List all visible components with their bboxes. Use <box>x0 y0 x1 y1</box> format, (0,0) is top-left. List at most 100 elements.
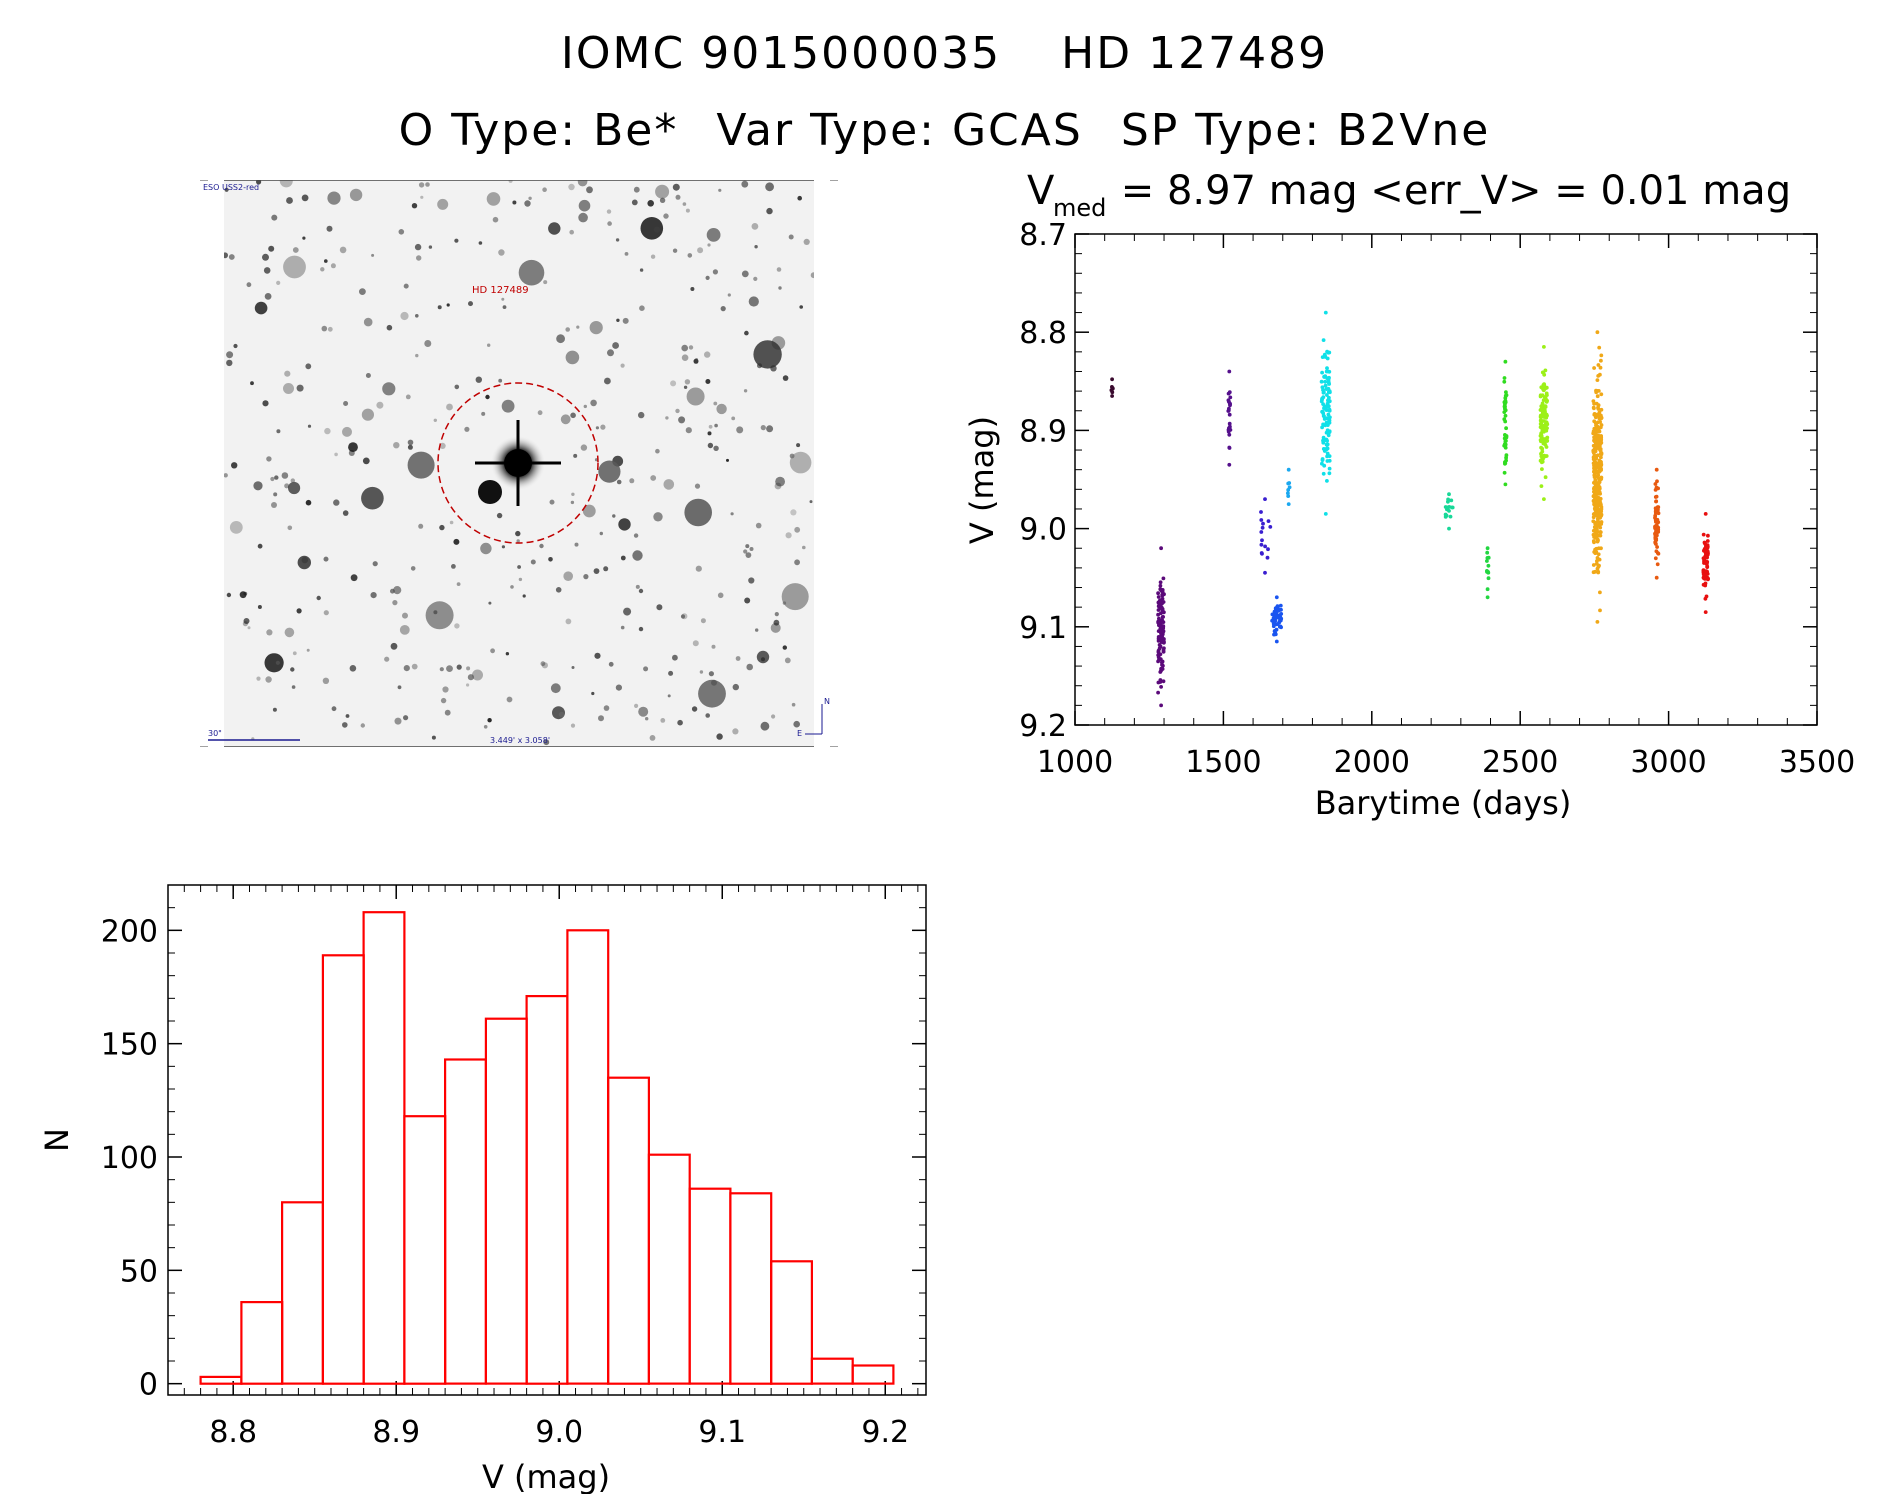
lc-point <box>1705 552 1710 557</box>
background-star <box>466 666 471 671</box>
lc-point <box>1654 538 1659 542</box>
background-star <box>789 453 795 459</box>
background-star <box>716 733 723 740</box>
background-star <box>372 561 378 567</box>
background-star <box>226 359 233 367</box>
lc-point <box>1545 426 1549 430</box>
background-star <box>490 648 495 654</box>
lc-point <box>1654 499 1658 504</box>
lc-series <box>1226 369 1233 467</box>
lc-point <box>1701 532 1706 537</box>
lc-point <box>1325 446 1330 451</box>
lc-point <box>1161 679 1166 684</box>
lc-series <box>1701 512 1710 614</box>
background-star <box>284 627 295 638</box>
background-star <box>683 385 688 389</box>
hist-xtick-label: 8.9 <box>372 1415 420 1450</box>
lc-point <box>1599 477 1604 481</box>
background-star <box>745 544 750 549</box>
background-star <box>226 592 232 598</box>
lc-point <box>1538 425 1543 429</box>
background-star <box>797 195 802 201</box>
background-star <box>789 451 812 474</box>
scale-label: 30" <box>208 729 222 738</box>
background-star <box>744 330 749 336</box>
lc-series <box>1485 546 1491 600</box>
lc-title-v: V <box>1027 168 1055 214</box>
background-star <box>242 621 248 627</box>
background-star <box>681 344 688 352</box>
background-star <box>653 226 661 233</box>
lc-point <box>1592 473 1597 478</box>
background-star <box>690 287 695 291</box>
background-star <box>322 677 330 684</box>
lc-point <box>1544 397 1548 402</box>
background-star <box>791 702 796 707</box>
background-star <box>281 472 289 479</box>
background-star <box>736 426 744 434</box>
background-star <box>320 267 325 272</box>
hist-bar <box>606 1076 650 1385</box>
background-star <box>466 683 470 687</box>
lc-point <box>1323 310 1328 315</box>
background-star <box>681 613 688 620</box>
lc-point <box>1597 414 1601 418</box>
background-star <box>290 478 295 483</box>
background-star <box>228 254 235 260</box>
lc-point <box>1706 533 1710 538</box>
background-star <box>707 431 712 436</box>
background-star <box>645 717 649 721</box>
lc-series <box>1319 310 1332 516</box>
background-star <box>650 254 656 259</box>
lc-point <box>1595 378 1600 382</box>
lc-point <box>1702 572 1707 577</box>
background-star <box>292 247 299 253</box>
background-star <box>799 305 803 309</box>
lc-point <box>1321 338 1326 342</box>
background-star <box>472 669 483 681</box>
background-star <box>550 683 561 694</box>
lc-point <box>1321 471 1326 476</box>
lc-point <box>1326 398 1330 403</box>
background-star <box>650 475 657 481</box>
lc-point <box>1320 425 1324 430</box>
background-star <box>246 282 252 288</box>
background-star <box>612 514 616 518</box>
hist-bar <box>566 929 610 1385</box>
background-star <box>223 473 228 478</box>
lc-point <box>1156 612 1160 617</box>
lc-point <box>1159 703 1163 708</box>
lc-point <box>1539 458 1543 463</box>
lc-point <box>1286 481 1291 486</box>
lc-title-rest: = 8.97 mag <err_V> = 0.01 mag <box>1108 168 1791 214</box>
lc-point <box>1540 403 1545 407</box>
background-star <box>620 363 625 368</box>
background-star <box>675 408 680 414</box>
background-star <box>665 416 669 420</box>
lc-point <box>1596 435 1601 440</box>
background-star <box>593 568 600 574</box>
background-star <box>571 492 575 496</box>
hist-bar <box>362 911 406 1385</box>
lc-point <box>1541 370 1546 375</box>
lc-point <box>1159 546 1163 551</box>
background-star <box>639 305 645 311</box>
background-star <box>425 601 454 630</box>
lc-point <box>1592 366 1596 370</box>
background-star <box>624 252 629 256</box>
background-star <box>685 427 692 434</box>
background-star <box>254 301 268 315</box>
background-star <box>342 510 349 516</box>
lc-point <box>1599 392 1604 397</box>
lc-point <box>1161 649 1166 654</box>
background-star <box>705 275 710 280</box>
background-star <box>397 685 402 690</box>
background-star <box>296 608 302 614</box>
lc-point <box>1486 576 1491 581</box>
background-star <box>247 626 251 630</box>
lc-series <box>1443 492 1455 531</box>
background-star <box>640 217 664 240</box>
lc-point <box>1503 359 1508 364</box>
lc-point <box>1598 608 1602 613</box>
background-star <box>776 267 782 272</box>
